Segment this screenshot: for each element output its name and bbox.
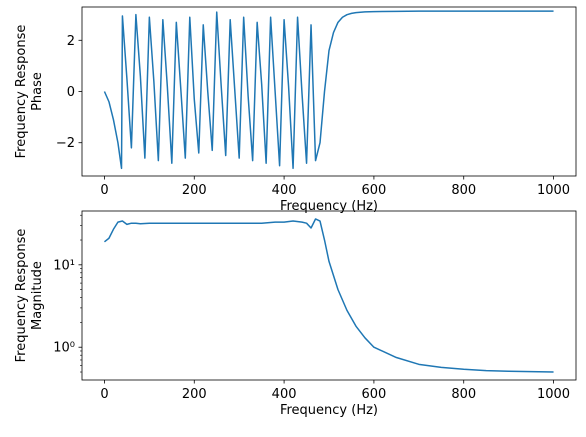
y-tick-label: 2	[67, 34, 75, 49]
y-axis-label: Frequency ResponseMagnitude	[14, 229, 45, 363]
series-line-0	[103, 218, 554, 373]
y-axis-label-line: Magnitude	[30, 261, 45, 330]
x-tick-label: 0	[100, 387, 108, 402]
x-tick-label: 600	[361, 183, 386, 198]
phase-panel: 0 200 400 600 800 1000 −2 0 2 Frequency (Hz) Frequ…	[14, 6, 577, 214]
y-tick-label: 10⁰	[53, 341, 75, 356]
axes-frame	[81, 6, 577, 177]
x-tick-label: 200	[182, 183, 207, 198]
series-line-0	[103, 10, 554, 170]
y-axis-label-line: Phase	[30, 72, 45, 111]
x-axis-label: Frequency (Hz)	[280, 199, 378, 214]
x-tick-label: 800	[451, 183, 476, 198]
y-tick-label: 0	[67, 85, 75, 100]
x-tick-label: 0	[100, 183, 108, 198]
y-axis-label-line: Frequency Response	[14, 25, 29, 159]
x-tick-label: 400	[272, 387, 297, 402]
x-axis-label: Frequency (Hz)	[280, 403, 378, 418]
x-tick-label: 800	[451, 387, 476, 402]
y-axis-label-line: Frequency Response	[14, 229, 29, 363]
axes-frame	[81, 210, 577, 381]
x-tick-label: 1000	[537, 183, 570, 198]
x-tick-label: 200	[182, 387, 207, 402]
y-axis-label: Frequency ResponsePhase	[14, 25, 45, 159]
magnitude-panel: 0 200 400 600 800 1000 10⁰ 10¹ Frequency (Hz) Fre…	[14, 210, 577, 418]
y-tick-label: −2	[56, 136, 75, 151]
x-tick-label: 1000	[537, 387, 570, 402]
x-tick-label: 600	[361, 387, 386, 402]
x-tick-label: 400	[272, 183, 297, 198]
y-tick-label: 10¹	[53, 258, 75, 273]
